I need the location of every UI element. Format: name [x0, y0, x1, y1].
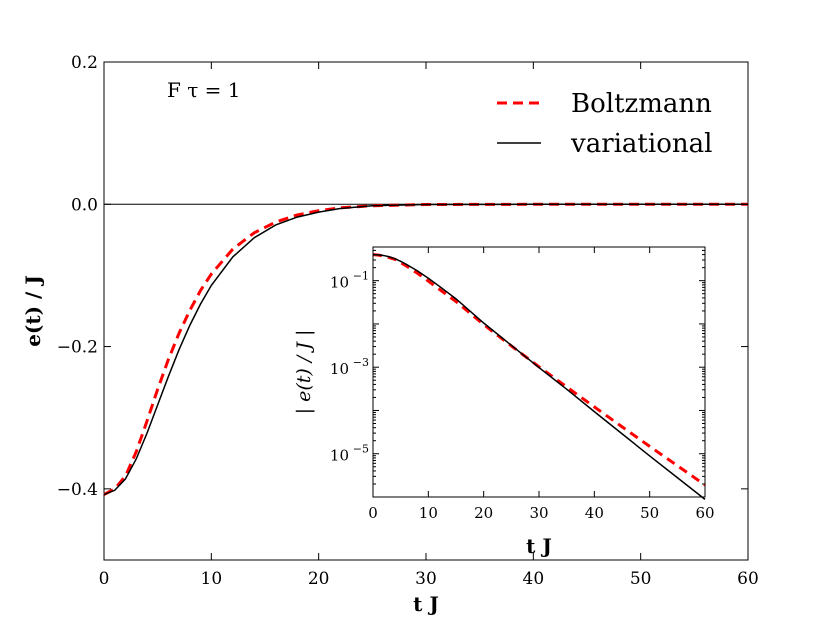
inset-x-tick-label: 20 — [474, 504, 493, 522]
inset-y-tick-exponent: −5 — [353, 443, 369, 456]
inset-x-axis-label: t J — [526, 534, 552, 558]
x-tick-label: 50 — [630, 569, 652, 589]
inset-x-tick-label: 60 — [695, 504, 714, 522]
inset-y-tick-exponent: −1 — [353, 270, 369, 283]
y-tick-label: 0.0 — [71, 195, 98, 215]
inset-x-tick-label: 30 — [529, 504, 548, 522]
y-tick-label: −0.2 — [57, 338, 98, 358]
x-tick-label: 40 — [523, 569, 545, 589]
x-tick-label: 10 — [201, 569, 223, 589]
inset-x-tick-label: 10 — [419, 504, 438, 522]
inset-y-tick-label: 10 — [330, 447, 349, 465]
inset-x-tick-label: 40 — [585, 504, 604, 522]
inset-plot: 0 10 20 30 40 50 60 10 −1 10 −3 10 −5 t J | e(t) / J… — [293, 246, 715, 558]
y-tick-label: 0.2 — [71, 53, 98, 73]
inset-series-line-variational — [372, 253, 706, 500]
main-plot: 0 10 20 30 40 50 60 0.2 0.0 −0.2 −0.4 t J e(t) / J… — [21, 53, 759, 616]
series-line-variational — [103, 203, 748, 496]
inset-y-tick-exponent: −3 — [353, 356, 369, 369]
x-tick-label: 20 — [308, 569, 330, 589]
inset-x-tick-label: 0 — [368, 504, 378, 522]
annotation-f-tau: F τ = 1 — [167, 78, 241, 102]
x-tick-label: 30 — [415, 569, 437, 589]
y-tick-label: −0.4 — [57, 480, 98, 500]
x-tick-label: 60 — [737, 569, 759, 589]
legend: Boltzmann variational — [497, 89, 712, 159]
inset-y-tick-label: 10 — [330, 360, 349, 378]
x-tick-label: 0 — [99, 569, 110, 589]
inset-x-tick-label: 50 — [640, 504, 659, 522]
legend-label-boltzmann: Boltzmann — [571, 89, 712, 119]
legend-label-variational: variational — [570, 129, 712, 159]
main-ticks: 0 10 20 30 40 50 60 0.2 0.0 −0.2 −0.4 — [57, 53, 759, 589]
inset-y-axis-label: | e(t) / J | — [293, 330, 315, 415]
main-series — [103, 202, 748, 496]
inset-series — [372, 253, 706, 500]
x-axis-label: t J — [413, 592, 439, 616]
y-axis-label: e(t) / J — [21, 275, 45, 347]
inset-y-tick-label: 10 — [330, 274, 349, 292]
inset-plot-frame — [372, 246, 706, 498]
